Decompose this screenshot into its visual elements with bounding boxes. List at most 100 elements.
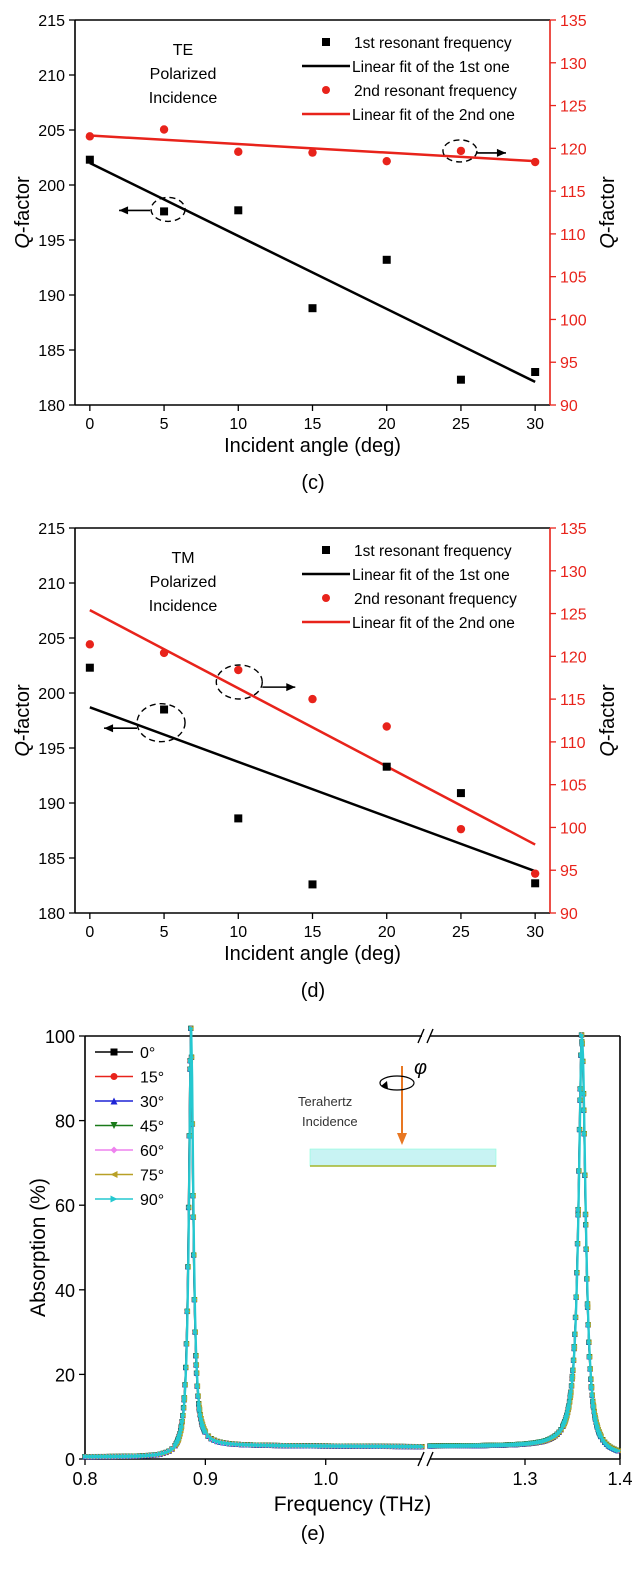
legend-label: 1st resonant frequency: [354, 35, 512, 52]
curve-marker: [163, 1449, 170, 1456]
legend-label: Linear fit of the 2nd one: [352, 107, 515, 124]
y-axis-label-left: Q-factor: [12, 684, 34, 757]
curve-marker: [558, 1427, 564, 1433]
curve-marker: [578, 1052, 584, 1058]
curve-marker: [242, 1442, 248, 1448]
curve-marker: [202, 1427, 208, 1434]
x-tick-label: 15: [304, 416, 322, 433]
curve-marker: [191, 1252, 197, 1258]
y-tick-label-right: 135: [560, 521, 587, 538]
curve-marker: [577, 1086, 584, 1092]
curve-marker: [320, 1443, 326, 1449]
polarization-annotation: Polarized: [150, 574, 217, 591]
fit-line: [89, 161, 536, 384]
y-tick-label-left: 190: [38, 288, 65, 305]
y-tick-label: 60: [55, 1196, 75, 1216]
curve-marker: [570, 1367, 576, 1373]
fit-line: [89, 609, 536, 846]
curve-marker: [582, 1172, 588, 1178]
y-axis-label-right: Q-factor: [597, 684, 619, 757]
curve-marker: [326, 1443, 332, 1449]
curve-marker: [368, 1443, 374, 1449]
absorption-curve-left: [85, 1028, 423, 1458]
curve-marker: [584, 1276, 590, 1282]
curve-marker: [109, 1453, 115, 1460]
curve-marker: [248, 1442, 254, 1448]
x-tick-label: 15: [304, 924, 322, 941]
y-tick-label-right: 120: [560, 141, 587, 158]
curve-marker: [251, 1442, 257, 1448]
legend-marker: [110, 1122, 118, 1129]
curve-marker: [317, 1443, 323, 1449]
curve-marker: [572, 1331, 578, 1337]
y-tick-label-left: 210: [38, 576, 65, 593]
data-point: [382, 722, 391, 731]
inset-text: Terahertz: [298, 1094, 352, 1109]
data-point: [85, 155, 94, 164]
curve-marker: [579, 1032, 585, 1038]
curve-marker: [296, 1443, 302, 1449]
data-point: [531, 368, 540, 376]
curve-marker: [380, 1443, 386, 1449]
curve-marker: [413, 1443, 419, 1450]
y-tick-label-right: 115: [560, 184, 586, 201]
curve-marker: [574, 1270, 580, 1276]
data-point: [382, 762, 391, 771]
curve-marker: [377, 1443, 383, 1449]
curve-marker: [335, 1443, 341, 1449]
curve-marker: [85, 1453, 91, 1460]
curve-marker: [581, 1131, 588, 1137]
data-point: [530, 157, 540, 167]
axis-break-mark: [426, 1451, 434, 1467]
curve-marker: [88, 1453, 94, 1460]
data-point: [456, 375, 465, 384]
legend-label: Linear fit of the 1st one: [352, 567, 510, 584]
curve-marker: [157, 1451, 164, 1457]
x-tick-label: 25: [452, 924, 470, 941]
curve-marker: [576, 1168, 582, 1174]
y-tick-label: 20: [55, 1365, 75, 1385]
fit-line: [89, 706, 536, 873]
curve-marker: [567, 1399, 573, 1405]
curve-marker: [281, 1443, 287, 1449]
data-point: [308, 880, 317, 889]
absorption-curve-left: [85, 1028, 423, 1458]
data-point: [530, 869, 540, 878]
curve-marker: [263, 1442, 269, 1448]
curve-marker: [239, 1441, 245, 1448]
panel-label: (c): [301, 472, 324, 494]
arrow-head: [286, 683, 296, 692]
curve-marker: [193, 1362, 200, 1368]
inset-rotation-arrowhead: [381, 1081, 388, 1089]
curve-marker: [392, 1443, 398, 1450]
legend-label: Linear fit of the 2nd one: [352, 615, 515, 632]
legend-marker: [110, 1097, 118, 1105]
inset-rotation-ellipse: [379, 1075, 415, 1091]
x-tick-label: 1.4: [607, 1469, 632, 1489]
curve-marker: [419, 1444, 425, 1450]
x-axis-label: Frequency (THz): [274, 1493, 432, 1516]
inset-text: Incidence: [302, 1114, 358, 1129]
curve-marker: [208, 1436, 215, 1442]
curve-marker: [591, 1408, 598, 1415]
curve-marker: [362, 1443, 368, 1449]
curve-marker: [581, 1091, 587, 1097]
curve-marker: [215, 1438, 221, 1445]
curve-marker: [577, 1097, 583, 1103]
curve-marker: [142, 1453, 148, 1459]
curve-marker: [139, 1453, 145, 1459]
data-point: [456, 789, 465, 798]
curve-marker: [371, 1443, 377, 1449]
curve-marker: [224, 1440, 230, 1446]
x-tick-label: 1.0: [313, 1469, 338, 1489]
curve-marker: [585, 1304, 591, 1310]
curve-marker: [195, 1393, 201, 1399]
curve-marker: [575, 1206, 582, 1213]
curve-marker: [332, 1443, 338, 1449]
curve-marker: [233, 1441, 239, 1447]
curve-marker: [130, 1453, 136, 1459]
curve-marker: [205, 1433, 212, 1439]
curve-marker: [197, 1412, 204, 1418]
curve-marker: [580, 1058, 586, 1065]
